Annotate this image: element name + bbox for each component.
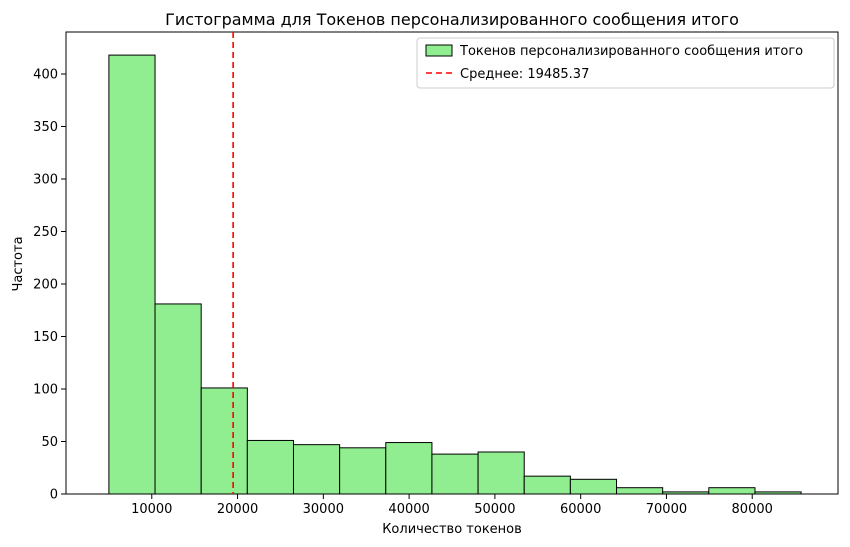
y-axis-label: Частота: [11, 236, 26, 291]
chart-title: Гистограмма для Токенов персонализирован…: [165, 10, 739, 29]
y-tick-label: 100: [33, 383, 58, 398]
x-axis-ticks: 10000 20000 30000 40000 50000 60000 70000 80000: [131, 494, 773, 517]
legend: Токенов персонализированного сообщения и…: [416, 37, 835, 89]
histogram-bar: [200, 387, 248, 495]
y-tick-label: 50: [41, 435, 58, 450]
x-tick-label: 40000: [388, 502, 429, 517]
histogram-bar: [431, 453, 479, 495]
legend-swatch-histogram: [425, 44, 453, 57]
x-tick-label: 80000: [732, 502, 773, 517]
y-axis-ticks: 0 50 100 150 200 250 300 350 400: [33, 68, 66, 503]
histogram-bars: [108, 54, 802, 495]
histogram-bar: [754, 491, 802, 495]
histogram-bar: [246, 439, 294, 495]
histogram-bar: [662, 491, 710, 495]
x-axis-label: Количество токенов: [382, 522, 522, 537]
histogram-bar: [708, 487, 756, 495]
legend-box: [416, 37, 835, 89]
y-tick-label: 300: [33, 173, 58, 188]
histogram-bar: [523, 475, 571, 495]
histogram-bar: [477, 451, 525, 495]
histogram-bar: [616, 487, 664, 495]
x-tick-label: 70000: [646, 502, 687, 517]
y-tick-label: 200: [33, 278, 58, 293]
histogram-bar: [108, 54, 156, 495]
y-tick-label: 250: [33, 225, 58, 240]
histogram-bar: [385, 442, 433, 495]
histogram-bar: [154, 303, 202, 495]
histogram-bar: [339, 447, 387, 495]
x-tick-label: 20000: [217, 502, 258, 517]
y-tick-label: 400: [33, 68, 58, 83]
histogram-bar: [569, 478, 618, 495]
legend-label-histogram: Токенов персонализированного сообщения и…: [459, 44, 803, 59]
histogram-bar: [292, 444, 341, 495]
y-tick-label: 150: [33, 330, 58, 345]
y-tick-label: 350: [33, 120, 58, 135]
y-tick-label: 0: [50, 488, 58, 503]
x-tick-label: 30000: [303, 502, 344, 517]
plot-area: 10000 20000 30000 40000 50000 60000 70000 80000…: [33, 31, 839, 517]
legend-label-mean: Среднее: 19485.37: [460, 67, 589, 82]
x-tick-label: 50000: [474, 502, 515, 517]
x-tick-label: 10000: [131, 502, 172, 517]
x-tick-label: 60000: [560, 502, 601, 517]
